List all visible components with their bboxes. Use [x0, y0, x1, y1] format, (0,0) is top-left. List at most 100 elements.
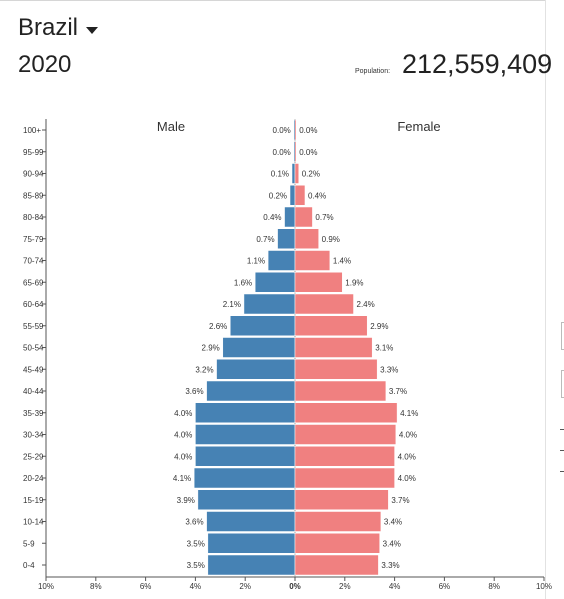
data-label-male: 3.6%	[185, 387, 203, 396]
chevron-down-icon	[86, 26, 99, 34]
x-tick-label: 2%	[239, 582, 251, 591]
bar-female	[294, 554, 379, 576]
y-tick-label: 15-19	[23, 496, 44, 505]
data-label-female: 4.0%	[398, 452, 416, 461]
bar-male	[207, 554, 296, 576]
y-tick-label: 65-69	[23, 278, 44, 287]
x-tick-label: 6%	[439, 582, 451, 591]
y-tick-label: 80-84	[23, 213, 44, 222]
bar-female	[294, 272, 343, 293]
bar-male	[222, 337, 296, 358]
data-label-male: 0.0%	[273, 126, 291, 135]
data-label-male: 1.1%	[247, 257, 265, 266]
offscreen-link-fragment[interactable]	[560, 417, 564, 430]
y-tick-label: 100+	[23, 126, 41, 135]
population-value: 212,559,409	[402, 49, 553, 79]
y-tick-label: 40-44	[23, 387, 44, 396]
data-label-male: 4.0%	[174, 431, 192, 440]
bar-female	[294, 359, 378, 380]
data-label-female: 1.4%	[333, 257, 351, 266]
bar-male	[254, 272, 296, 293]
population-label: Population:	[355, 68, 391, 75]
data-label-male: 4.1%	[173, 474, 191, 483]
data-label-male: 1.6%	[234, 278, 252, 287]
offscreen-link-fragment[interactable]	[560, 459, 564, 472]
data-label-male: 0.4%	[263, 213, 281, 222]
bar-male	[216, 359, 296, 380]
bar-female	[294, 402, 398, 423]
bar-male	[195, 446, 296, 467]
data-label-male: 2.1%	[223, 300, 241, 309]
right-divider	[545, 0, 546, 599]
data-label-female: 2.4%	[357, 300, 375, 309]
y-tick-label: 10-14	[23, 518, 44, 527]
data-label-female: 3.3%	[380, 365, 398, 374]
data-label-female: 3.1%	[375, 344, 393, 353]
data-label-female: 0.0%	[299, 148, 317, 157]
bar-male	[207, 533, 296, 554]
bar-female	[294, 467, 395, 489]
bar-female	[294, 228, 319, 249]
y-tick-label: 55-59	[23, 322, 44, 331]
offscreen-control-edge[interactable]	[561, 370, 564, 398]
bar-female	[294, 533, 380, 554]
legend-label-female: Female	[397, 119, 440, 134]
bar-male	[230, 315, 296, 336]
bar-female	[294, 337, 373, 358]
y-tick-label: 95-99	[23, 148, 44, 157]
offscreen-link-fragment[interactable]	[560, 438, 564, 451]
data-label-female: 3.4%	[383, 539, 401, 548]
data-label-male: 2.9%	[202, 344, 220, 353]
bar-female	[294, 489, 389, 510]
x-tick-label: 0%	[289, 582, 301, 591]
bar-female	[294, 163, 299, 184]
y-tick-label: 5-9	[23, 539, 35, 548]
y-tick-label: 90-94	[23, 170, 44, 179]
data-label-male: 0.1%	[271, 170, 289, 179]
data-label-female: 4.0%	[398, 474, 416, 483]
data-label-male: 3.2%	[195, 365, 213, 374]
x-tick-label: 4%	[190, 582, 202, 591]
y-tick-label: 45-49	[23, 365, 44, 374]
y-tick-label: 0-4	[23, 561, 35, 570]
bar-female	[294, 119, 297, 141]
data-label-male: 0.0%	[273, 148, 291, 157]
y-tick-label: 60-64	[23, 300, 44, 309]
x-tick-label: 4%	[389, 582, 401, 591]
y-tick-label: 75-79	[23, 235, 44, 244]
x-tick-label: 10%	[536, 582, 552, 591]
x-tick-label: 8%	[90, 582, 102, 591]
bar-male	[291, 163, 296, 184]
x-tick-label: 2%	[339, 582, 351, 591]
y-tick-label: 25-29	[23, 452, 44, 461]
data-label-female: 1.9%	[345, 278, 363, 287]
data-label-female: 4.0%	[399, 431, 417, 440]
data-label-female: 3.7%	[391, 496, 409, 505]
x-tick-label: 6%	[140, 582, 152, 591]
bar-male	[243, 293, 296, 315]
y-tick-label: 50-54	[23, 344, 44, 353]
bar-female	[294, 446, 395, 467]
offscreen-control-edge[interactable]	[561, 322, 564, 350]
data-label-female: 4.1%	[400, 409, 418, 418]
data-label-male: 4.0%	[174, 452, 192, 461]
bar-female	[294, 250, 331, 271]
bar-female	[294, 185, 306, 206]
bar-male	[267, 250, 296, 271]
data-label-female: 3.4%	[384, 518, 402, 527]
y-tick-label: 85-89	[23, 191, 44, 200]
bar-male	[289, 185, 296, 206]
x-tick-label: 10%	[38, 582, 54, 591]
data-label-female: 0.0%	[299, 126, 317, 135]
country-selector[interactable]: Brazil	[18, 14, 99, 42]
bar-female	[294, 380, 387, 402]
x-tick-label: 8%	[488, 582, 500, 591]
data-label-female: 2.9%	[370, 322, 388, 331]
bar-male	[206, 511, 296, 532]
data-label-female: 3.3%	[381, 561, 399, 570]
bar-female	[294, 141, 297, 162]
data-label-male: 3.6%	[185, 518, 203, 527]
top-divider	[0, 0, 545, 1]
bar-male	[206, 380, 296, 402]
